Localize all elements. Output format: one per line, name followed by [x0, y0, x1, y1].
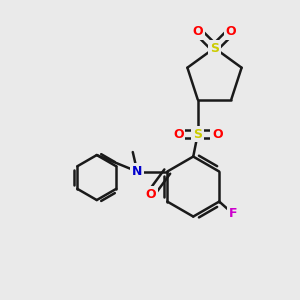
Text: O: O	[226, 25, 236, 38]
Text: S: S	[193, 128, 202, 141]
Text: N: N	[132, 165, 142, 178]
Text: O: O	[146, 188, 156, 201]
Text: O: O	[212, 128, 223, 141]
Text: S: S	[210, 41, 219, 55]
Text: F: F	[229, 207, 237, 220]
Text: O: O	[173, 128, 184, 141]
Text: O: O	[193, 25, 203, 38]
